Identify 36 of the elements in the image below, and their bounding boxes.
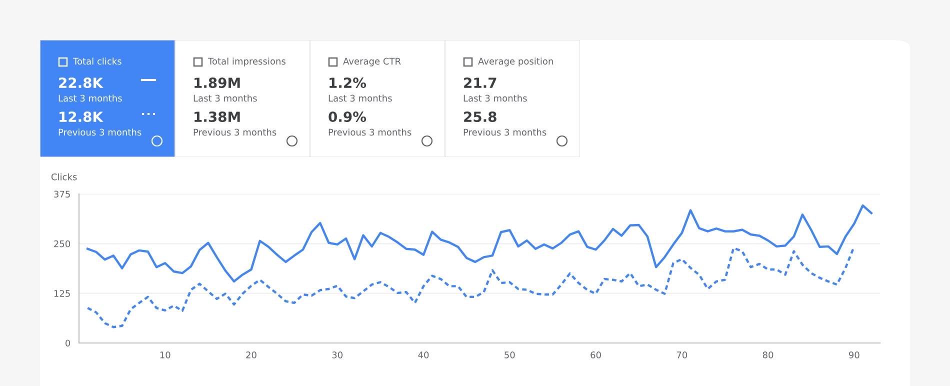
text: Previous 3 months bbox=[464, 128, 546, 136]
text: Previous 3 months bbox=[328, 128, 412, 136]
text: Average position bbox=[478, 58, 553, 66]
line-series bbox=[86, 204, 872, 283]
y-tick-label: 375 bbox=[54, 190, 70, 198]
x-tick-label: 40 bbox=[418, 351, 429, 358]
text: Last 3 months bbox=[328, 94, 392, 102]
x-tick-label: 10 bbox=[160, 351, 170, 358]
text: 25.8 bbox=[464, 112, 496, 122]
text: 1.38M bbox=[194, 112, 240, 122]
x-tick-label: 50 bbox=[504, 351, 515, 358]
x-tick-label: 60 bbox=[590, 351, 601, 358]
text: 1.89M bbox=[194, 78, 240, 88]
text: Last 3 months bbox=[464, 94, 527, 102]
text: Previous 3 months bbox=[194, 128, 276, 136]
x-tick-label: 80 bbox=[762, 351, 774, 358]
x-tick-label: 90 bbox=[848, 351, 860, 358]
text: Previous 3 months bbox=[58, 128, 142, 136]
x-tick-label: 70 bbox=[676, 351, 688, 358]
y-axis-title: Clicks bbox=[51, 173, 77, 180]
x-tick-label: 20 bbox=[246, 351, 256, 358]
line-series bbox=[86, 245, 856, 328]
y-tick-label: 0 bbox=[66, 340, 70, 347]
text: 0.9% bbox=[328, 112, 366, 122]
text: 21.7 bbox=[464, 78, 496, 88]
y-tick-label: 125 bbox=[54, 290, 70, 297]
text: 22.8K bbox=[59, 78, 104, 88]
text: Total clicks bbox=[72, 58, 122, 65]
text: Last 3 months bbox=[194, 94, 257, 102]
text: 1.2% bbox=[330, 78, 366, 88]
text: Total impressions bbox=[208, 58, 286, 66]
x-tick-label: 30 bbox=[332, 351, 343, 358]
text: Last 3 months bbox=[58, 94, 122, 102]
y-tick-label: 250 bbox=[54, 240, 70, 248]
text: Average CTR bbox=[343, 58, 401, 66]
text: 12.8K bbox=[60, 112, 104, 122]
